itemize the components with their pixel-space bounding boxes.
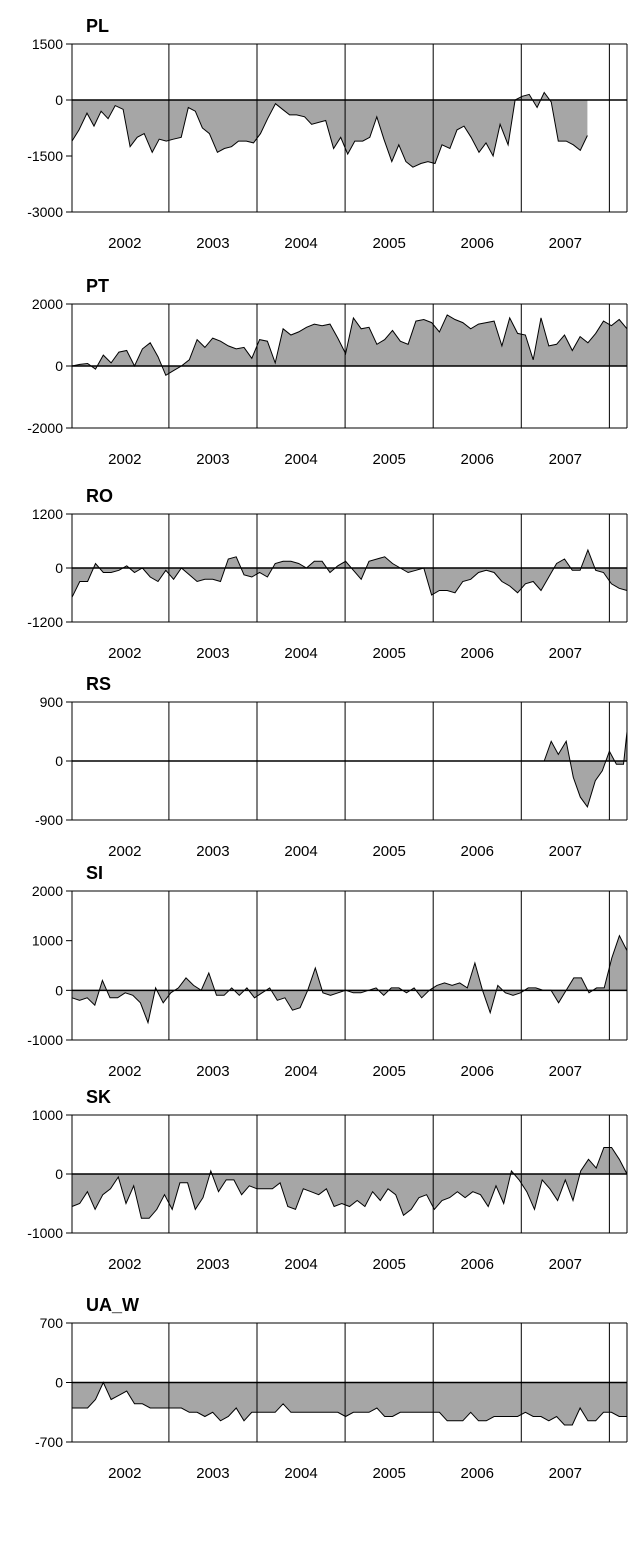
x-tick-label: 2002 [108, 235, 141, 252]
x-tick-label: 2007 [549, 843, 582, 860]
y-tick-label: 0 [55, 753, 63, 769]
y-tick-label: -1000 [27, 1032, 63, 1048]
x-tick-label: 2007 [549, 235, 582, 252]
x-tick-label: 2004 [284, 235, 317, 252]
series-area [72, 1382, 627, 1425]
y-tick-label: 0 [55, 358, 63, 374]
x-tick-label: 2003 [196, 235, 229, 252]
x-tick-label: 2005 [372, 1256, 405, 1273]
series-area [72, 935, 627, 1023]
series-line [71, 934, 628, 1025]
x-tick-label: 2007 [549, 645, 582, 662]
series-line [543, 731, 628, 809]
x-tick-label: 2003 [196, 1256, 229, 1273]
x-tick-label: 2003 [196, 645, 229, 662]
x-tick-label: 2006 [461, 843, 494, 860]
x-tick-label: 2003 [196, 843, 229, 860]
x-tick-label: 2006 [461, 1256, 494, 1273]
y-tick-label: 2000 [32, 883, 63, 899]
y-tick-label: -1500 [27, 148, 63, 164]
x-tick-label: 2003 [196, 1465, 229, 1482]
chart-title: UA_W [86, 1295, 139, 1315]
chart-title: SI [86, 863, 103, 883]
series-line [71, 548, 628, 598]
y-tick-label: 1500 [32, 36, 63, 52]
x-tick-label: 2007 [549, 451, 582, 468]
x-tick-label: 2003 [196, 1063, 229, 1080]
x-tick-label: 2005 [372, 843, 405, 860]
series-line [72, 1381, 627, 1426]
x-tick-label: 2004 [284, 1256, 317, 1273]
series-line [71, 1147, 628, 1219]
series-line [71, 91, 588, 168]
chart-panel-pt: PT 2000 0 -2000 2002 2003 2004 2005 2006 2007 [27, 276, 628, 468]
y-tick-label: 1000 [32, 1107, 63, 1123]
x-tick-label: 2002 [108, 1063, 141, 1080]
y-tick-label: 2000 [32, 296, 63, 312]
series-line [71, 314, 628, 377]
y-tick-label: 1000 [32, 933, 63, 949]
x-tick-label: 2007 [549, 1063, 582, 1080]
x-tick-label: 2002 [108, 645, 141, 662]
y-tick-label: -2000 [27, 420, 63, 436]
x-tick-label: 2003 [196, 451, 229, 468]
x-tick-label: 2005 [372, 1465, 405, 1482]
x-tick-label: 2004 [284, 451, 317, 468]
y-tick-label: 0 [55, 1166, 63, 1182]
x-tick-label: 2006 [461, 1465, 494, 1482]
y-tick-label: 0 [55, 982, 63, 998]
chart-title: PL [86, 16, 109, 36]
series-area [72, 92, 588, 168]
y-tick-label: -700 [35, 1434, 63, 1450]
x-tick-label: 2005 [372, 235, 405, 252]
y-tick-label: -900 [35, 812, 63, 828]
y-tick-label: 0 [55, 560, 63, 576]
x-tick-label: 2006 [461, 1063, 494, 1080]
y-tick-label: 1200 [32, 506, 63, 522]
x-tick-label: 2007 [549, 1465, 582, 1482]
series-area [544, 731, 627, 807]
chart-title: RS [86, 674, 111, 694]
x-tick-label: 2006 [461, 235, 494, 252]
x-tick-label: 2005 [372, 1063, 405, 1080]
x-tick-label: 2005 [372, 451, 405, 468]
chart-panel-ua-w: UA_W 700 0 -700 2002 2003 2004 2005 2006 2007 [35, 1295, 628, 1482]
y-tick-label: 0 [55, 92, 63, 108]
series-area [72, 1147, 627, 1219]
x-tick-label: 2006 [461, 451, 494, 468]
x-tick-label: 2004 [284, 1063, 317, 1080]
x-tick-label: 2006 [461, 645, 494, 662]
series-area [72, 314, 627, 376]
y-tick-label: 700 [40, 1315, 64, 1331]
chart-title: SK [86, 1087, 111, 1107]
x-tick-label: 2002 [108, 451, 141, 468]
y-tick-label: -3000 [27, 204, 63, 220]
chart-title: PT [86, 276, 109, 296]
x-tick-label: 2002 [108, 1465, 141, 1482]
chart-panel-si: SI 2000 1000 0 -1000 2002 2003 2004 2005 2006 2007 [27, 863, 628, 1080]
x-tick-label: 2007 [549, 1256, 582, 1273]
x-tick-label: 2004 [284, 645, 317, 662]
x-tick-label: 2004 [284, 843, 317, 860]
chart-panel-ro: RO 1200 0 -1200 2002 2003 2004 2005 2006 2007 [27, 486, 628, 662]
y-tick-label: 900 [40, 694, 64, 710]
x-tick-label: 2004 [284, 1465, 317, 1482]
chart-title: RO [86, 486, 113, 506]
chart-panel-pl: PL 1500 0 -1500 -3000 2002 2003 2004 2005 2006 200… [27, 16, 628, 252]
y-tick-label: 0 [55, 1375, 63, 1391]
series-area [72, 550, 627, 598]
chart-panel-rs: RS 900 0 -900 2002 2003 2004 2005 2006 2007 [35, 674, 628, 860]
chart-panel-sk: SK 1000 0 -1000 2002 2003 2004 2005 2006 2007 [27, 1087, 628, 1273]
x-tick-label: 2005 [372, 645, 405, 662]
y-tick-label: -1000 [27, 1225, 63, 1241]
y-tick-label: -1200 [27, 614, 63, 630]
x-tick-label: 2002 [108, 843, 141, 860]
x-tick-label: 2002 [108, 1256, 141, 1273]
